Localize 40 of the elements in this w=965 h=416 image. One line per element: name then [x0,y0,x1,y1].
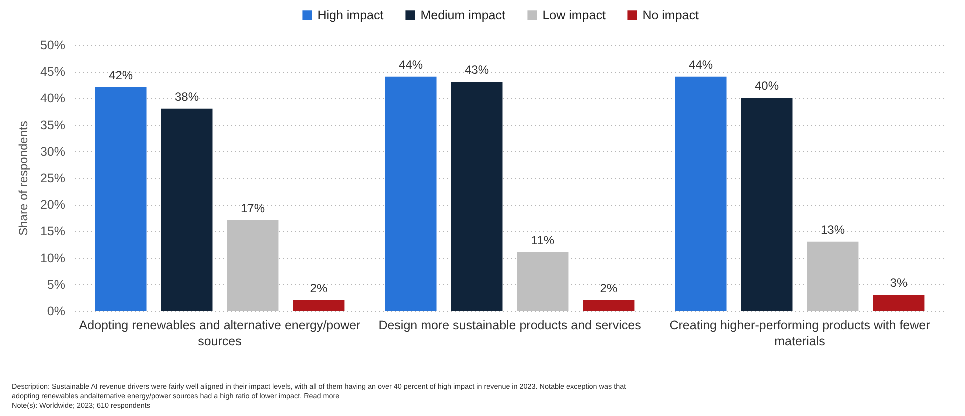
y-tick-label: 0% [47,304,66,318]
bar [95,88,147,311]
y-tick-label: 10% [40,251,66,266]
y-tick-label: 15% [40,224,66,239]
bar [293,300,345,311]
data-label: 38% [174,90,200,104]
y-tick-label: 45% [40,65,66,80]
x-tick-label: Design more sustainable products and services [378,318,642,332]
y-axis-title: Share of respondents [16,121,30,236]
y-tick-label: 40% [40,92,66,106]
data-label: 43% [464,63,490,78]
y-tick-label: 25% [40,172,66,186]
bar [873,295,925,311]
x-tick-label: Adopting renewables and alternative energy/power sources [79,318,361,348]
data-label: 40% [754,79,780,94]
data-label: 2% [600,281,618,296]
data-label: 17% [240,202,266,216]
data-label: 42% [109,68,134,83]
data-label: 3% [890,276,908,290]
legend-label: Low impact [542,8,606,22]
data-label: 2% [310,281,328,296]
bar [675,76,727,311]
y-tick-label: 35% [40,118,66,132]
y-tick-label: 50% [40,38,66,52]
bar [385,76,437,311]
data-label: 44% [399,58,424,72]
bar [161,108,213,311]
y-tick-label: 20% [40,198,66,212]
x-tick-label: Creating higher-performing products with fewer materials [670,318,930,348]
data-label: 11% [531,233,555,248]
legend-label: High impact [318,8,384,22]
bar [451,82,503,311]
data-label: 44% [689,58,714,72]
legend-label: No impact [642,8,700,22]
bar [741,98,793,311]
y-tick-label: 30% [40,144,66,159]
y-tick-label: 5% [47,278,66,292]
legend-label: Medium impact [420,8,506,22]
data-label: 13% [820,222,846,237]
bar [583,300,635,311]
